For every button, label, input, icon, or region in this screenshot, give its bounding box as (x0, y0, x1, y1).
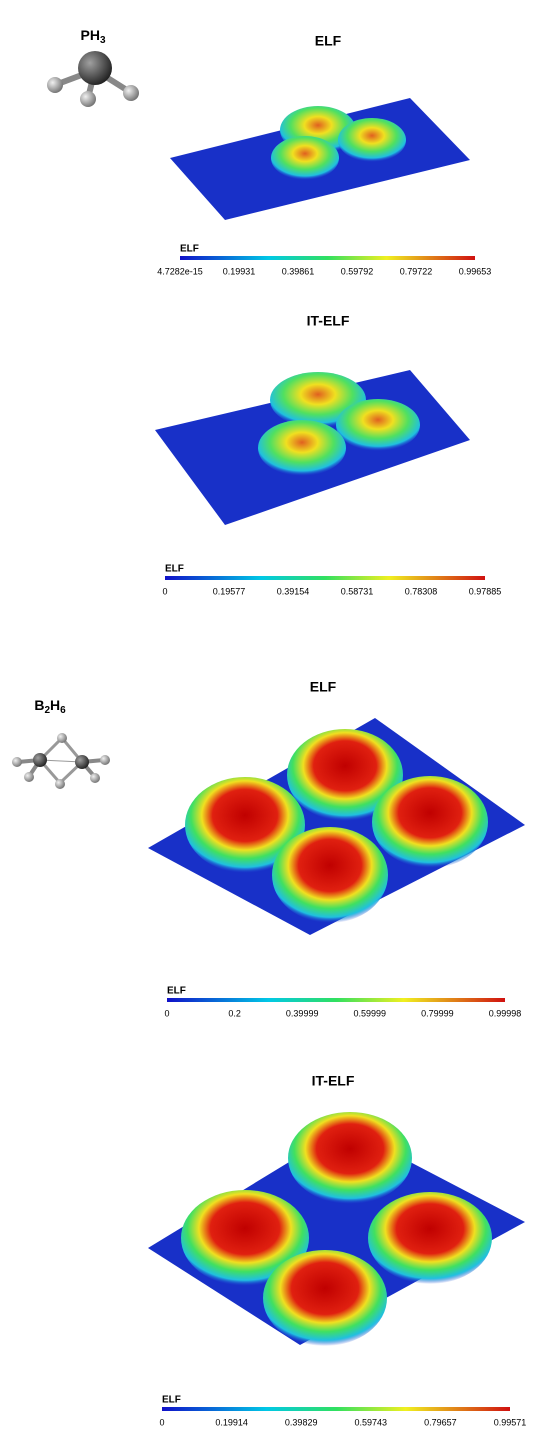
colorbar-tick-label: 0.99653 (459, 266, 492, 276)
colorbar (165, 576, 485, 580)
colorbar-tick-label: 0 (162, 586, 167, 596)
colorbar (162, 1407, 510, 1411)
colorbar-label: ELF (165, 564, 184, 575)
formula-part: B (34, 697, 44, 713)
surface-peak (263, 1250, 387, 1346)
colorbar-tick-label: 0.19931 (223, 266, 256, 276)
elf-panel: ELF ELF 0 0.2 0.39999 0.59999 0.79999 0.99998 (148, 679, 525, 1019)
colorbar-tick-label: 0 (159, 1417, 164, 1427)
colorbar-tick-label: 0.59743 (355, 1417, 388, 1427)
surface-peak (372, 776, 488, 868)
colorbar-tick-label: 0.39999 (286, 1008, 319, 1018)
colorbar-tick-label: 0.19914 (215, 1417, 248, 1427)
colorbar-tick-label: 0.59999 (354, 1008, 387, 1018)
colorbar-label: ELF (180, 244, 199, 255)
surface-peak (368, 1192, 492, 1284)
colorbar-tick-label: 0.58731 (341, 586, 374, 596)
colorbar-tick-label: 0.79722 (400, 266, 433, 276)
colorbar-tick-label: 0.39829 (285, 1417, 318, 1427)
panel-title: IT-ELF (307, 313, 350, 329)
formula-part: H (50, 697, 60, 713)
surface-peak (336, 399, 420, 451)
colorbar-tick-label: 4.7282e-15 (157, 266, 203, 276)
elf-panel: ELF ELF 4.7282e-15 0.19931 0.39861 0.59792 0.7… (157, 33, 491, 277)
colorbar-tick-label: 0.2 (228, 1008, 241, 1018)
molecule-model (47, 51, 139, 107)
colorbar-tick-label: 0.97885 (469, 586, 502, 596)
elf-panel: IT-ELF ELF 0 0.19577 0.39154 0.58731 0.78308 0.… (155, 313, 501, 597)
colorbar-tick-label: 0.39861 (282, 266, 315, 276)
colorbar (167, 998, 505, 1002)
colorbar (180, 256, 475, 260)
panel-title: IT-ELF (312, 1073, 355, 1089)
surface-peak (338, 118, 406, 162)
figure: PH3 B2H6 ELF ELF 4.7282e-15 0.19931 0.39861 0.5… (0, 0, 535, 1435)
surface-peak (271, 136, 339, 180)
colorbar-tick-label: 0.79999 (421, 1008, 454, 1018)
colorbar-tick-label: 0.79657 (424, 1417, 457, 1427)
colorbar-tick-label: 0.78308 (405, 586, 438, 596)
colorbar-label: ELF (162, 1395, 181, 1406)
colorbar-tick-label: 0.99998 (489, 1008, 522, 1018)
elf-panel: IT-ELF ELF 0 0.19914 0.39829 0.59743 0.79657 0.… (148, 1073, 526, 1428)
molecule-label: B2H6 (34, 697, 66, 716)
colorbar-tick-label: 0.99571 (494, 1417, 527, 1427)
surface-peak (272, 827, 388, 923)
colorbar-tick-label: 0.19577 (213, 586, 246, 596)
molecule-model (12, 733, 110, 789)
colorbar-tick-label: 0 (164, 1008, 169, 1018)
panel-title: ELF (315, 33, 342, 49)
molecule-label: PH3 (80, 27, 105, 46)
formula-part: PH (80, 27, 99, 43)
colorbar-tick-label: 0.59792 (341, 266, 374, 276)
colorbar-label: ELF (167, 986, 186, 997)
colorbar-tick-label: 0.39154 (277, 586, 310, 596)
subscript: 6 (60, 705, 66, 716)
surface-peak (288, 1112, 412, 1204)
surface-peak (258, 420, 346, 476)
subscript: 3 (100, 35, 106, 46)
panel-title: ELF (310, 679, 337, 695)
